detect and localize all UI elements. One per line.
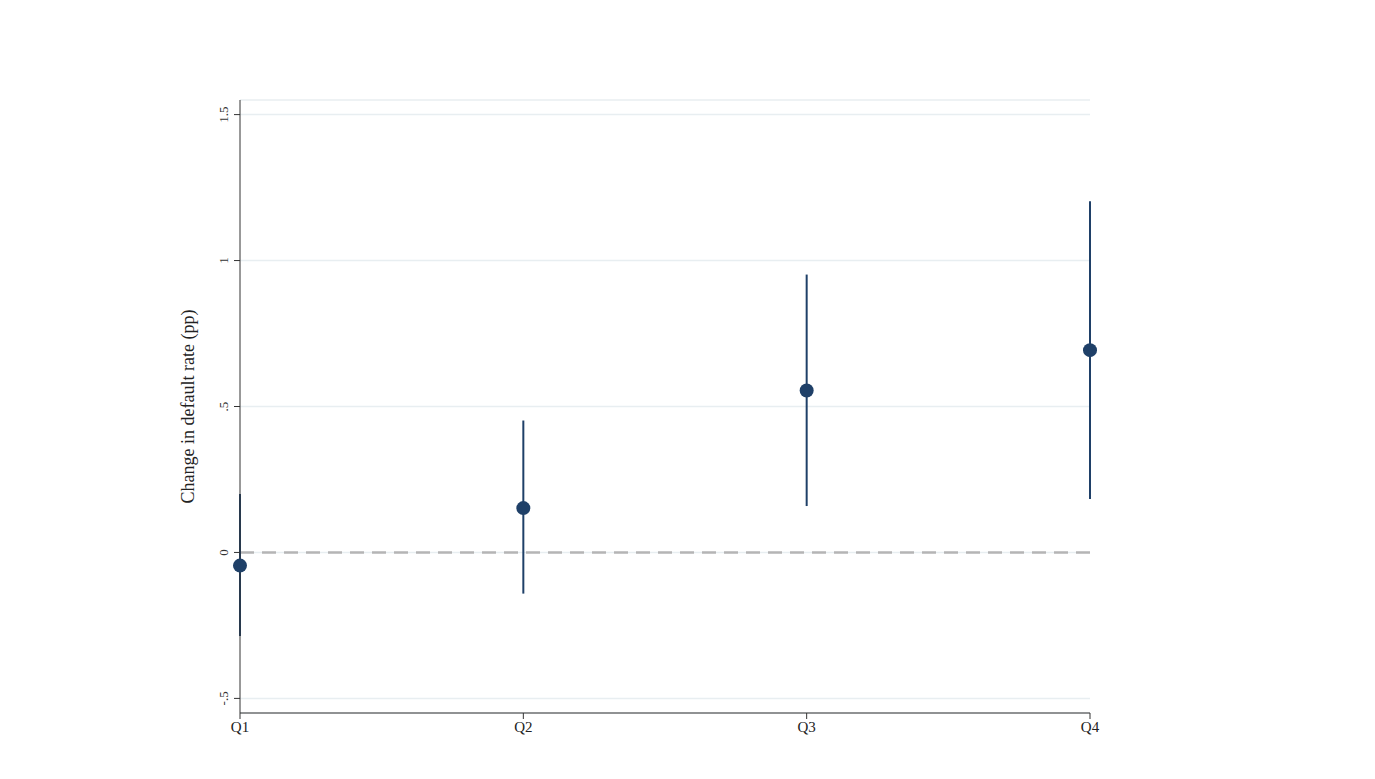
svg-text:1: 1	[216, 257, 231, 264]
svg-text:.5: .5	[216, 402, 231, 412]
svg-text:Q1: Q1	[231, 719, 249, 735]
svg-text:-.5: -.5	[216, 691, 231, 705]
svg-text:Q4: Q4	[1081, 719, 1100, 735]
svg-text:1.5: 1.5	[216, 106, 231, 122]
svg-text:0: 0	[216, 549, 231, 556]
svg-text:Q3: Q3	[797, 719, 815, 735]
svg-text:Q2: Q2	[514, 719, 532, 735]
svg-text:Change in default rate (pp): Change in default rate (pp)	[178, 310, 199, 504]
